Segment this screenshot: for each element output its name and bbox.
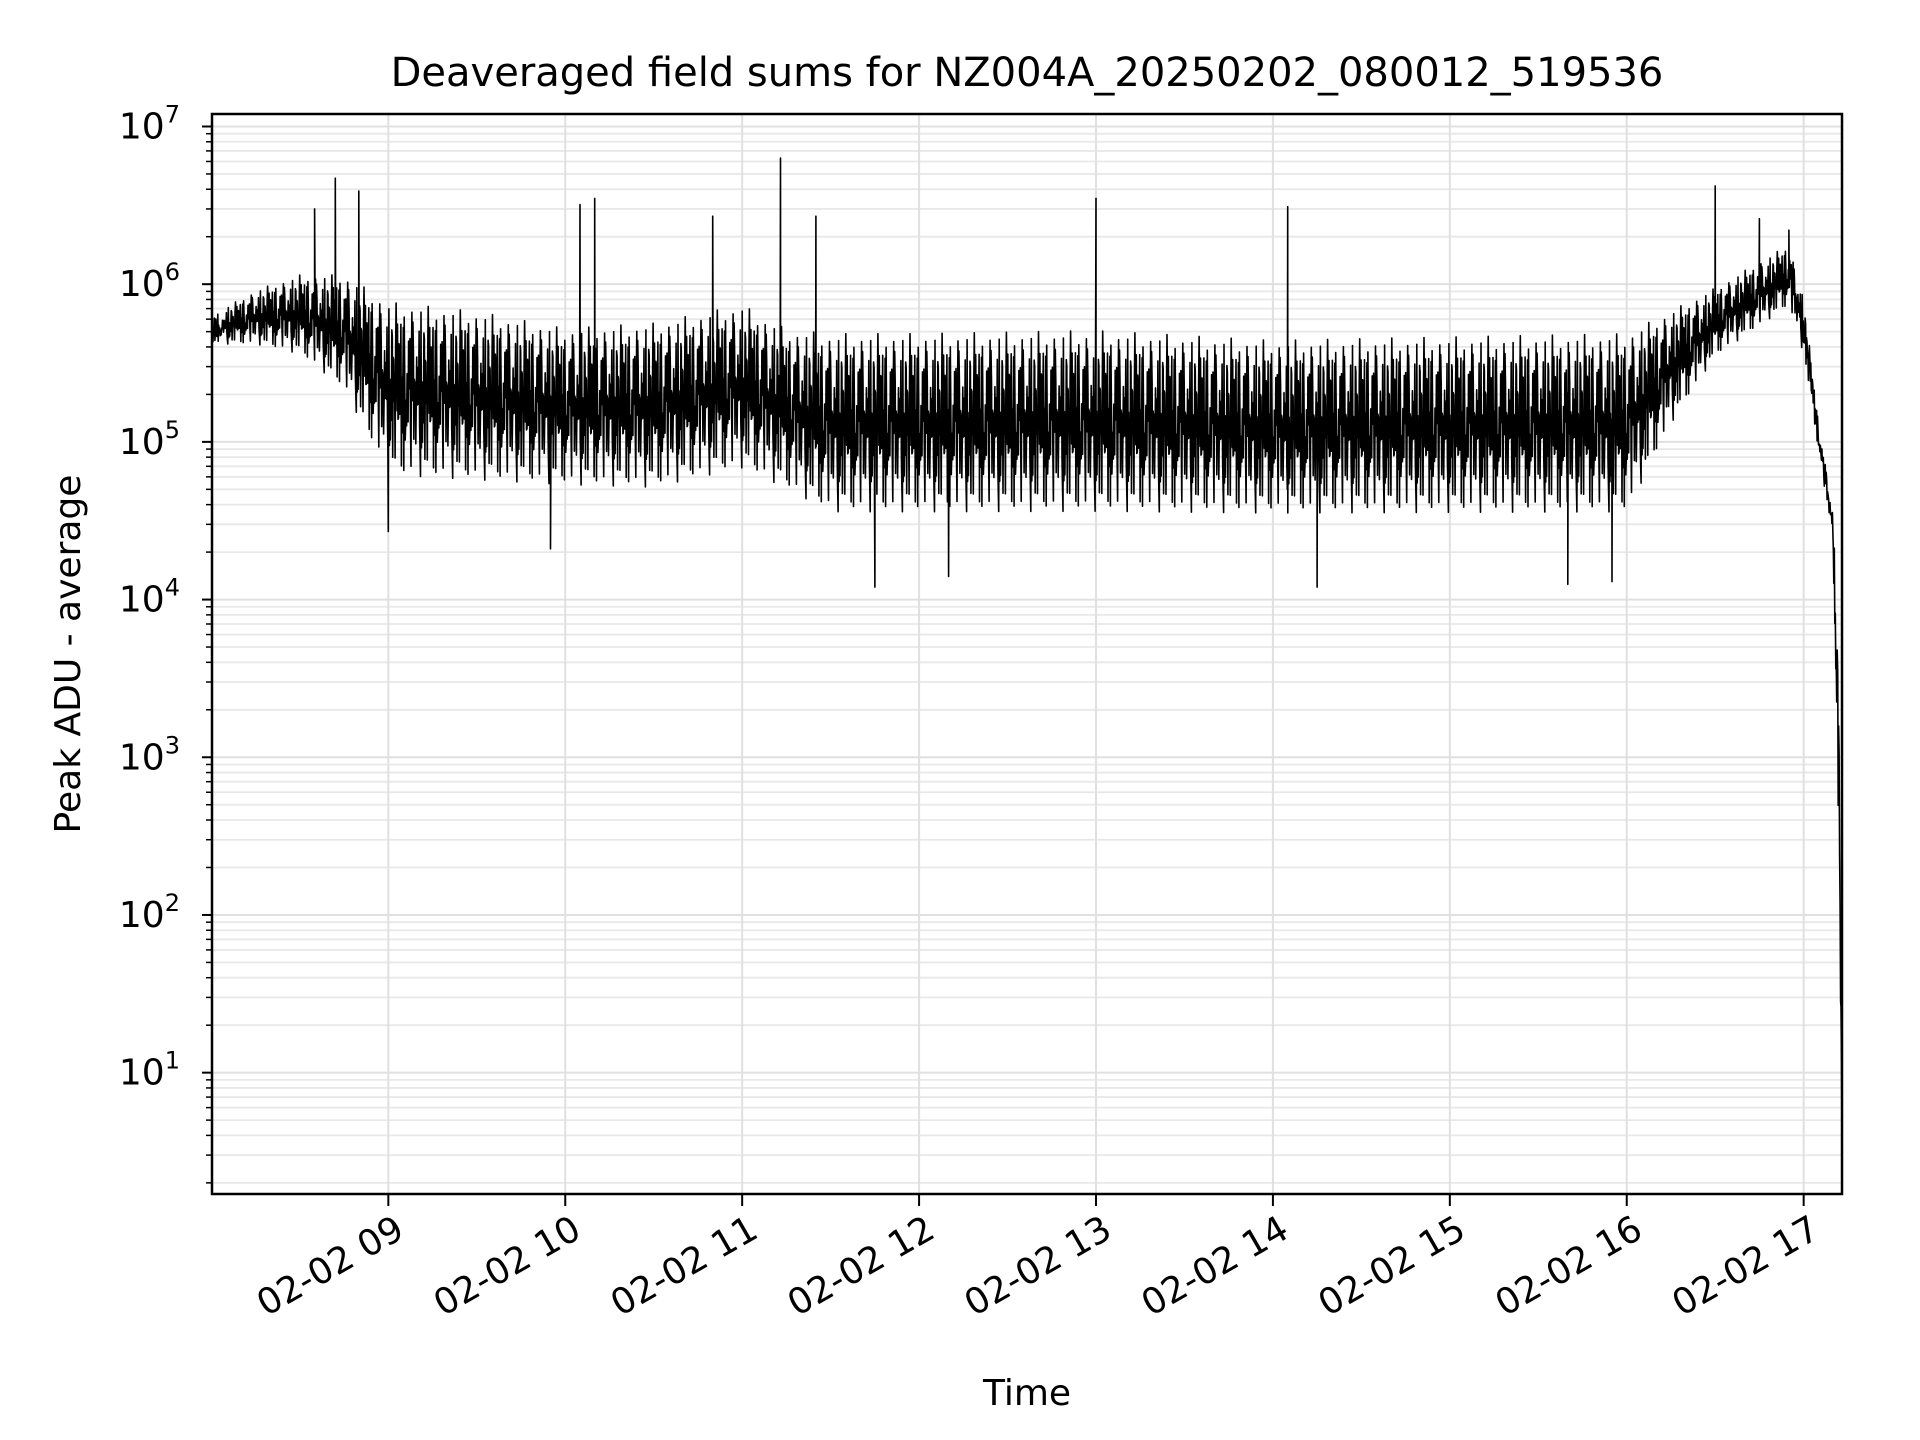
- y-tick-label-exponent: 6: [165, 258, 180, 286]
- plot-frame: [210, 112, 1844, 1196]
- y-tick-label: 103: [119, 731, 180, 778]
- y-tick-label-exponent: 2: [165, 889, 180, 917]
- y-tick-label-base: 10: [119, 580, 165, 621]
- y-tick-label-base: 10: [119, 264, 165, 305]
- y-tick-label-exponent: 7: [165, 100, 180, 128]
- y-tick-label-base: 10: [119, 895, 165, 936]
- series-line: [211, 157, 1843, 1139]
- y-tick-label-base: 10: [119, 1053, 165, 1094]
- y-tick-label: 104: [119, 574, 180, 621]
- y-tick-label-base: 10: [119, 422, 165, 463]
- y-tick-label: 101: [119, 1047, 180, 1094]
- y-tick-label-exponent: 4: [165, 574, 180, 602]
- grid: [212, 114, 1842, 1194]
- y-axis-label: Peak ADU - average: [48, 475, 89, 834]
- y-tick-label: 107: [119, 100, 180, 147]
- y-tick-label: 106: [119, 258, 180, 305]
- y-tick-label-exponent: 5: [165, 416, 180, 444]
- data-series: [211, 157, 1843, 1139]
- y-tick-label-base: 10: [119, 737, 165, 778]
- y-tick-label-exponent: 1: [165, 1047, 180, 1075]
- y-tick-label: 102: [119, 889, 180, 936]
- y-tick-label-base: 10: [119, 106, 165, 147]
- x-axis-label: Time: [982, 1373, 1071, 1414]
- y-tick-label-exponent: 3: [165, 731, 180, 759]
- y-tick-label: 105: [119, 416, 180, 463]
- chart-title: Deaveraged field sums for NZ004A_2025020…: [391, 50, 1664, 96]
